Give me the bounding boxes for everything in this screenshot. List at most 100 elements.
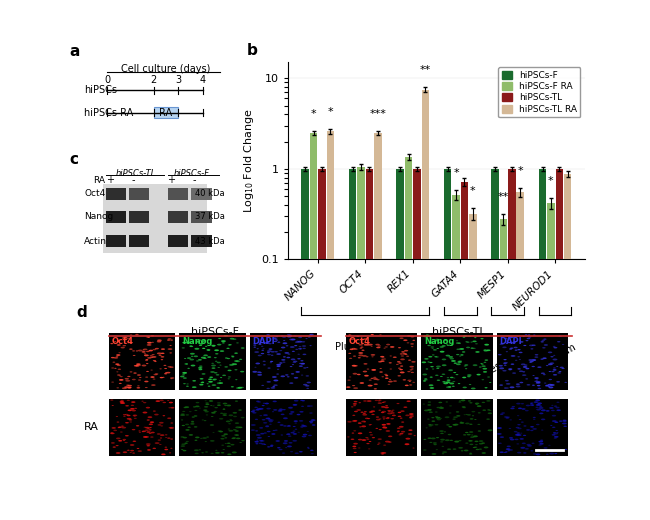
Ellipse shape (533, 360, 536, 361)
Ellipse shape (271, 433, 276, 435)
Ellipse shape (370, 385, 372, 386)
Ellipse shape (402, 353, 407, 355)
Ellipse shape (534, 356, 538, 358)
Ellipse shape (234, 360, 239, 362)
Ellipse shape (202, 382, 204, 383)
Ellipse shape (137, 374, 141, 376)
Ellipse shape (125, 378, 129, 380)
Ellipse shape (549, 407, 554, 409)
Ellipse shape (519, 352, 523, 353)
Ellipse shape (363, 363, 367, 365)
Ellipse shape (365, 437, 369, 438)
Ellipse shape (266, 388, 270, 389)
Ellipse shape (128, 387, 131, 388)
Ellipse shape (151, 356, 157, 358)
Ellipse shape (229, 364, 234, 366)
Bar (396, 169, 404, 520)
Ellipse shape (294, 420, 298, 422)
Ellipse shape (194, 348, 200, 350)
Ellipse shape (256, 400, 259, 402)
Ellipse shape (506, 451, 508, 452)
Ellipse shape (187, 383, 188, 384)
Ellipse shape (368, 385, 372, 386)
Ellipse shape (215, 353, 218, 355)
Ellipse shape (309, 412, 313, 414)
Text: ***: *** (369, 109, 386, 119)
Ellipse shape (551, 450, 555, 452)
Ellipse shape (530, 430, 534, 431)
Ellipse shape (504, 416, 508, 418)
Ellipse shape (239, 359, 242, 360)
Ellipse shape (405, 414, 410, 416)
Ellipse shape (532, 405, 534, 406)
Ellipse shape (198, 369, 202, 370)
Ellipse shape (120, 376, 123, 377)
Ellipse shape (404, 350, 408, 352)
Text: Nanog: Nanog (84, 212, 113, 221)
Ellipse shape (392, 414, 396, 416)
Ellipse shape (470, 436, 474, 438)
Ellipse shape (153, 410, 156, 412)
Ellipse shape (165, 434, 168, 435)
Ellipse shape (159, 399, 164, 401)
Ellipse shape (408, 380, 411, 381)
Ellipse shape (120, 402, 125, 404)
Ellipse shape (142, 365, 146, 367)
Ellipse shape (458, 361, 462, 363)
Ellipse shape (539, 407, 543, 409)
Bar (405, 157, 412, 520)
Ellipse shape (382, 402, 385, 403)
Ellipse shape (231, 437, 235, 439)
Ellipse shape (282, 409, 286, 410)
Ellipse shape (261, 440, 265, 442)
Ellipse shape (157, 433, 161, 435)
Ellipse shape (240, 417, 244, 419)
Ellipse shape (458, 343, 461, 344)
Ellipse shape (229, 414, 233, 416)
Ellipse shape (183, 407, 187, 408)
Ellipse shape (530, 360, 534, 362)
Ellipse shape (276, 366, 281, 367)
Ellipse shape (463, 366, 467, 367)
Ellipse shape (300, 360, 304, 361)
Ellipse shape (502, 370, 506, 372)
Ellipse shape (224, 437, 227, 438)
Ellipse shape (467, 342, 469, 343)
Ellipse shape (135, 334, 138, 335)
Ellipse shape (381, 406, 385, 408)
Ellipse shape (527, 445, 532, 447)
Ellipse shape (479, 449, 482, 450)
Ellipse shape (309, 345, 311, 346)
Ellipse shape (129, 421, 132, 423)
Ellipse shape (384, 401, 386, 402)
Ellipse shape (514, 431, 517, 433)
Ellipse shape (263, 365, 266, 366)
Ellipse shape (299, 420, 304, 422)
Ellipse shape (165, 437, 167, 438)
Ellipse shape (205, 441, 207, 442)
Ellipse shape (203, 340, 206, 341)
Ellipse shape (294, 422, 297, 424)
Ellipse shape (263, 348, 265, 349)
Text: -: - (192, 175, 196, 185)
Ellipse shape (472, 415, 474, 416)
Ellipse shape (267, 418, 270, 419)
Ellipse shape (506, 417, 509, 419)
Ellipse shape (447, 380, 450, 381)
Ellipse shape (283, 340, 285, 341)
Ellipse shape (111, 367, 114, 369)
Ellipse shape (348, 353, 351, 354)
Ellipse shape (146, 371, 149, 372)
Ellipse shape (552, 434, 556, 436)
Ellipse shape (517, 432, 520, 434)
Ellipse shape (266, 408, 271, 409)
Ellipse shape (184, 358, 186, 359)
Text: hiPSCs-F: hiPSCs-F (174, 170, 209, 178)
Ellipse shape (124, 336, 127, 338)
Ellipse shape (278, 422, 280, 423)
Ellipse shape (550, 384, 554, 386)
Ellipse shape (480, 338, 484, 340)
Ellipse shape (112, 405, 114, 406)
Ellipse shape (234, 353, 238, 354)
Ellipse shape (544, 383, 547, 384)
